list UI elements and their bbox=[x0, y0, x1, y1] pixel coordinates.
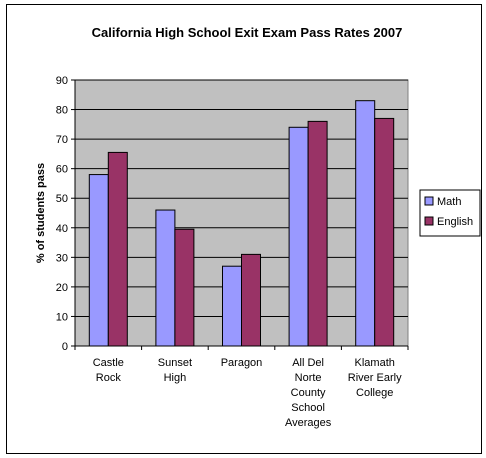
bar-math-3 bbox=[288, 126, 309, 347]
x-tick-label-line: County bbox=[291, 387, 326, 399]
y-axis-label: % of students pass bbox=[35, 163, 47, 263]
y-tick-label: 90 bbox=[56, 75, 68, 87]
y-tick-label: 70 bbox=[56, 134, 68, 146]
bar-english-2 bbox=[241, 253, 261, 347]
y-tick-label: 20 bbox=[56, 282, 68, 294]
x-tick-label: Paragon bbox=[221, 357, 263, 369]
x-tick-label-line: River Early bbox=[348, 372, 402, 384]
bar-math-0 bbox=[88, 174, 109, 347]
x-tick-label: All Del Norte County School Averages bbox=[285, 357, 332, 429]
legend-box bbox=[419, 189, 481, 237]
legend-label-english: English bbox=[437, 216, 473, 228]
x-tick-label: Castle Rock bbox=[93, 357, 124, 384]
bar-english-0 bbox=[107, 151, 128, 347]
x-tick-label-line: Averages bbox=[285, 417, 332, 429]
bar-math-4 bbox=[355, 100, 376, 347]
legend-swatch-english bbox=[424, 216, 434, 226]
bar-english-4 bbox=[374, 117, 395, 347]
chart-title: California High School Exit Exam Pass Ra… bbox=[92, 25, 403, 40]
legend-swatch-math bbox=[424, 196, 434, 206]
x-tick-label-line: Paragon bbox=[221, 357, 263, 369]
y-tick-label: 80 bbox=[56, 105, 68, 117]
y-tick-label: 50 bbox=[56, 193, 68, 205]
y-tick-label: 30 bbox=[56, 252, 68, 264]
bar-english-3 bbox=[307, 120, 328, 347]
bar-math-1 bbox=[155, 209, 176, 347]
x-tick-label-line: School bbox=[291, 402, 325, 414]
x-tick-label-line: Klamath bbox=[355, 357, 395, 369]
y-tick-label: 40 bbox=[56, 223, 68, 235]
y-tick-label: 60 bbox=[56, 164, 68, 176]
legend: Math English bbox=[419, 189, 481, 237]
x-tick-label-line: College bbox=[356, 387, 393, 399]
y-tick-label: 0 bbox=[62, 341, 68, 353]
x-tick-label: Sunset High bbox=[158, 357, 192, 384]
y-tick-label: 10 bbox=[56, 311, 68, 323]
bar-english-1 bbox=[174, 228, 195, 347]
x-tick-label-line: All Del bbox=[292, 357, 324, 369]
plot-area: 0 10 20 30 40 50 60 70 80 90 Castle Rock Sunset High P… bbox=[56, 75, 409, 429]
x-tick-label-line: Norte bbox=[295, 372, 322, 384]
legend-label-math: Math bbox=[437, 196, 461, 208]
x-tick-label: Klamath River Early College bbox=[348, 357, 402, 399]
x-tick-label-line: Castle bbox=[93, 357, 124, 369]
x-tick-label-line: Sunset bbox=[158, 357, 192, 369]
bar-math-2 bbox=[222, 265, 242, 347]
x-tick-label-line: High bbox=[164, 372, 187, 384]
x-tick-label-line: Rock bbox=[96, 372, 122, 384]
